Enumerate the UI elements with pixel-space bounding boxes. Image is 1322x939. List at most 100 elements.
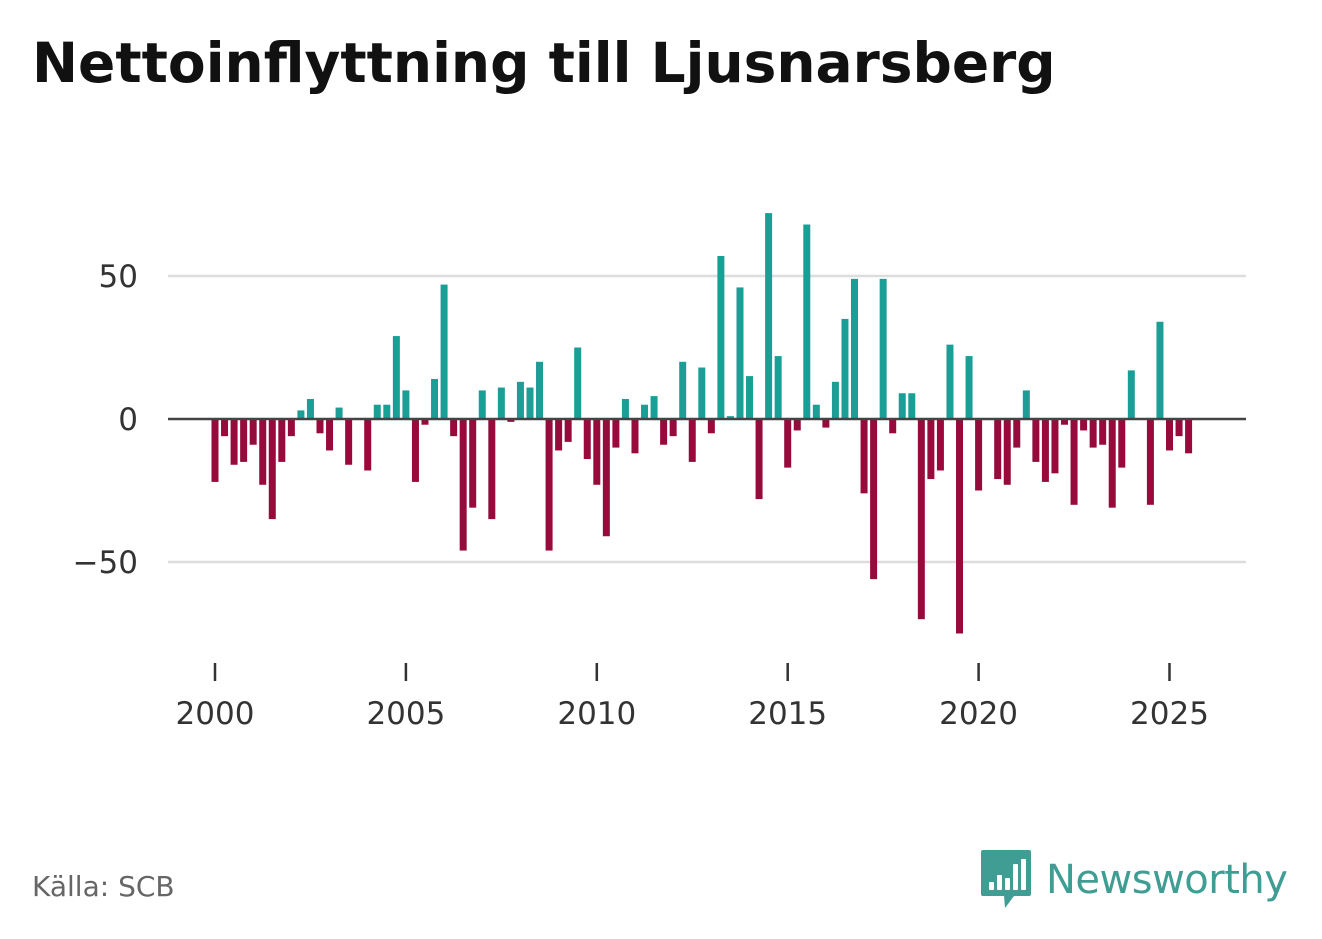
- bar: [574, 347, 582, 419]
- bar: [698, 367, 706, 419]
- bar: [908, 393, 916, 419]
- bar: [822, 419, 830, 428]
- bar: [927, 419, 935, 480]
- bar: [612, 419, 620, 448]
- bar: [287, 419, 295, 437]
- bar: [1089, 419, 1097, 448]
- bar: [803, 224, 811, 419]
- bar: [1127, 370, 1135, 419]
- bar: [1003, 419, 1011, 485]
- bar: [870, 419, 878, 580]
- bar: [564, 419, 572, 442]
- bar: [1175, 419, 1183, 437]
- bar: [306, 398, 314, 419]
- bar: [860, 419, 868, 494]
- bar: [994, 419, 1002, 480]
- bar: [478, 390, 486, 419]
- brand-logo[interactable]: Newsworthy: [980, 848, 1288, 912]
- bar: [841, 318, 849, 419]
- bar: [240, 419, 248, 462]
- y-axis: −50 0 50: [73, 259, 138, 581]
- bar: [736, 287, 744, 419]
- x-axis: 2000 2005 2010 2015 2020 2025: [176, 663, 1209, 732]
- grid-lines: [168, 274, 1246, 564]
- bar: [660, 419, 668, 445]
- bar: [545, 419, 553, 551]
- bar: [1061, 419, 1069, 425]
- bar: [221, 419, 229, 437]
- bars: [211, 213, 1193, 634]
- bar: [812, 404, 820, 419]
- x-tick-label: 2015: [748, 696, 827, 732]
- bar: [392, 336, 400, 419]
- brand-name: Newsworthy: [1046, 857, 1288, 903]
- bar: [440, 284, 448, 419]
- bar: [889, 419, 897, 434]
- bar: [688, 419, 696, 462]
- bar: [1146, 419, 1154, 505]
- bar: [707, 419, 715, 434]
- bar: [1051, 419, 1059, 474]
- bar: [1185, 419, 1193, 454]
- bar: [774, 356, 782, 419]
- x-tick-label: 2000: [176, 696, 255, 732]
- bar: [1022, 390, 1030, 419]
- bar: [917, 419, 925, 620]
- bar: [507, 419, 515, 422]
- bar: [497, 387, 505, 419]
- bar: [1166, 419, 1173, 451]
- bar: [946, 344, 954, 419]
- y-tick-label: 50: [99, 259, 138, 295]
- bar: [975, 419, 983, 491]
- bar: [555, 419, 563, 451]
- x-tick-label: 2020: [939, 696, 1018, 732]
- bar: [793, 419, 801, 431]
- bar: [259, 419, 267, 485]
- bar: [851, 278, 859, 419]
- bar: [383, 404, 391, 419]
- bar: [936, 419, 944, 471]
- bar: [526, 387, 534, 419]
- bar: [1118, 419, 1126, 468]
- bar: [211, 419, 219, 482]
- bar: [602, 419, 610, 537]
- bar: [459, 419, 467, 551]
- bar: [1108, 419, 1116, 508]
- chart-title: Nettoinflyttning till Ljusnarsberg: [32, 31, 1056, 95]
- bar: [516, 381, 524, 419]
- bar: [1032, 419, 1040, 462]
- bar: [965, 356, 973, 419]
- y-tick-label: 0: [118, 402, 138, 438]
- bar: [402, 390, 410, 419]
- bar: [450, 419, 458, 437]
- bar-chart-speech-bubble-icon: [981, 850, 1031, 908]
- bar: [679, 361, 687, 419]
- x-tick-label: 2025: [1130, 696, 1209, 732]
- bar: [278, 419, 286, 462]
- bar: [364, 419, 372, 471]
- y-tick-label: −50: [73, 545, 138, 581]
- bar: [621, 398, 629, 419]
- bar: [583, 419, 591, 460]
- bar: [726, 416, 734, 419]
- bar: [1099, 419, 1107, 445]
- bar: [268, 419, 276, 520]
- bar: [469, 419, 477, 508]
- bar: [831, 381, 839, 419]
- bar: [431, 378, 439, 419]
- bar: [784, 419, 792, 468]
- bar: [230, 419, 238, 465]
- bar: [1080, 419, 1088, 431]
- bar: [335, 407, 343, 419]
- bar: [488, 419, 496, 520]
- bar: [765, 213, 773, 419]
- bar: [650, 396, 658, 419]
- bar: [1013, 419, 1021, 448]
- bar: [411, 419, 419, 482]
- bar: [1041, 419, 1049, 482]
- bar: [717, 255, 725, 419]
- bar: [898, 393, 906, 419]
- bar: [755, 419, 763, 500]
- bar: [1070, 419, 1078, 505]
